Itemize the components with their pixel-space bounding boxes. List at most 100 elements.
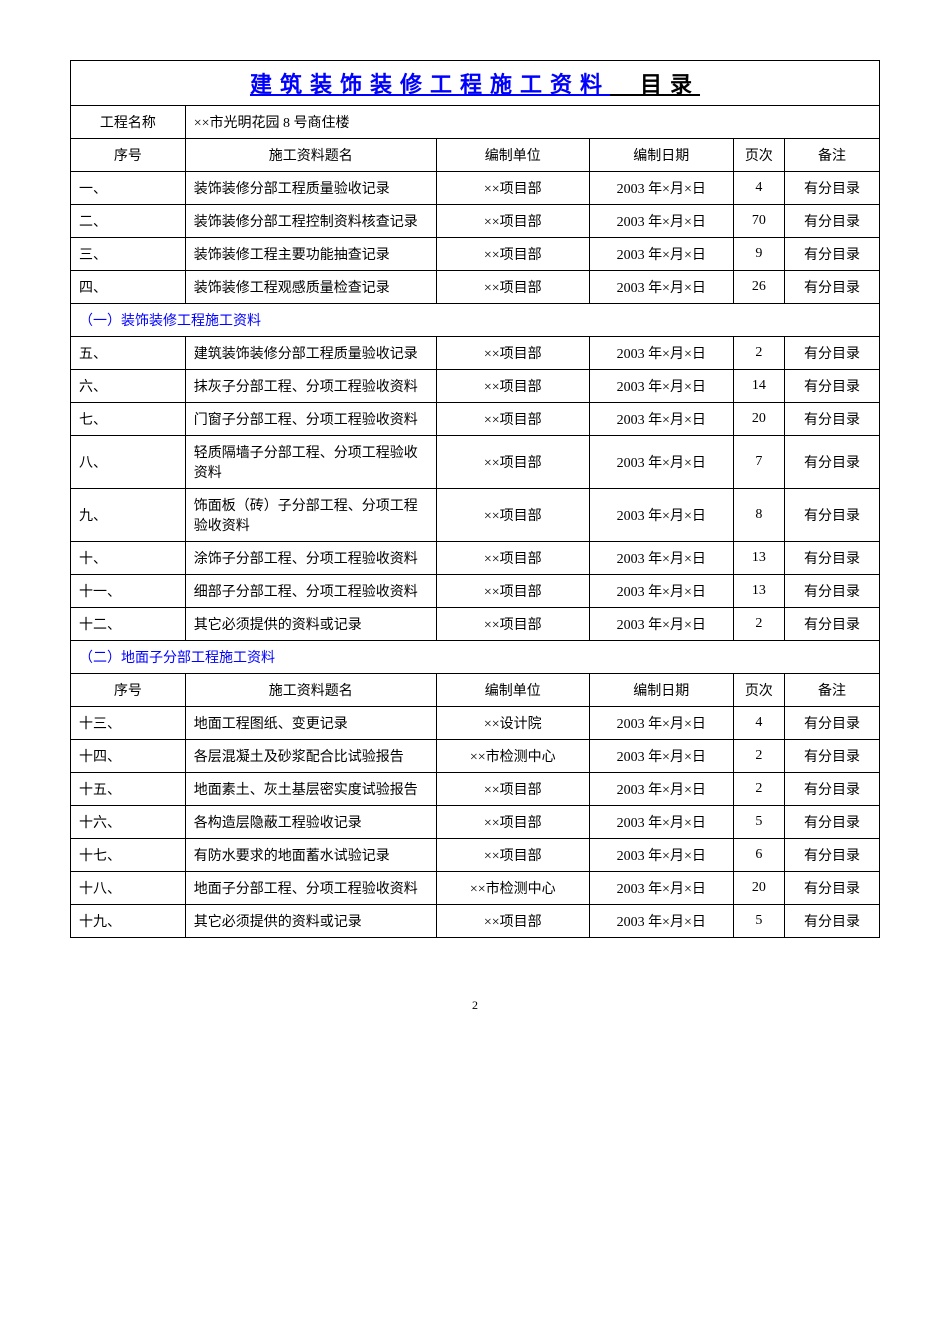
table-row: 二、 装饰装修分部工程控制资料核查记录 ××项目部 2003 年×月×日 70 … bbox=[71, 205, 880, 238]
cell-pages: 4 bbox=[733, 707, 784, 740]
cell-pages: 13 bbox=[733, 575, 784, 608]
cell-date: 2003 年×月×日 bbox=[589, 436, 733, 489]
cell-date: 2003 年×月×日 bbox=[589, 238, 733, 271]
header-row-2: 序号 施工资料题名 编制单位 编制日期 页次 备注 bbox=[71, 674, 880, 707]
col-header-remark: 备注 bbox=[784, 674, 879, 707]
cell-remark: 有分目录 bbox=[784, 608, 879, 641]
cell-date: 2003 年×月×日 bbox=[589, 542, 733, 575]
cell-remark: 有分目录 bbox=[784, 271, 879, 304]
cell-date: 2003 年×月×日 bbox=[589, 337, 733, 370]
cell-seq: 十九、 bbox=[71, 905, 186, 938]
table-row: 十、 涂饰子分部工程、分项工程验收资料 ××项目部 2003 年×月×日 13 … bbox=[71, 542, 880, 575]
cell-remark: 有分目录 bbox=[784, 740, 879, 773]
cell-pages: 20 bbox=[733, 403, 784, 436]
cell-title: 各构造层隐蔽工程验收记录 bbox=[185, 806, 436, 839]
cell-title: 细部子分部工程、分项工程验收资料 bbox=[185, 575, 436, 608]
section-heading: （一）装饰装修工程施工资料 bbox=[71, 304, 880, 337]
table-row: 十八、 地面子分部工程、分项工程验收资料 ××市检测中心 2003 年×月×日 … bbox=[71, 872, 880, 905]
table-row: 十六、 各构造层隐蔽工程验收记录 ××项目部 2003 年×月×日 5 有分目录 bbox=[71, 806, 880, 839]
title-row: 建筑装饰装修工程施工资料 目录 bbox=[71, 61, 880, 106]
cell-unit: ××项目部 bbox=[436, 806, 589, 839]
cell-unit: ××项目部 bbox=[436, 205, 589, 238]
cell-title: 轻质隔墙子分部工程、分项工程验收资料 bbox=[185, 436, 436, 489]
cell-date: 2003 年×月×日 bbox=[589, 872, 733, 905]
cell-seq: 十二、 bbox=[71, 608, 186, 641]
project-value: ××市光明花园 8 号商住楼 bbox=[185, 106, 879, 139]
document-title: 建筑装饰装修工程施工资料 目录 bbox=[71, 61, 880, 106]
cell-pages: 26 bbox=[733, 271, 784, 304]
cell-unit: ××市检测中心 bbox=[436, 872, 589, 905]
cell-unit: ××项目部 bbox=[436, 436, 589, 489]
cell-remark: 有分目录 bbox=[784, 575, 879, 608]
cell-seq: 四、 bbox=[71, 271, 186, 304]
table-row: 一、 装饰装修分部工程质量验收记录 ××项目部 2003 年×月×日 4 有分目… bbox=[71, 172, 880, 205]
cell-seq: 十八、 bbox=[71, 872, 186, 905]
cell-title: 其它必须提供的资料或记录 bbox=[185, 905, 436, 938]
col-header-pages: 页次 bbox=[733, 139, 784, 172]
cell-pages: 2 bbox=[733, 608, 784, 641]
cell-pages: 2 bbox=[733, 773, 784, 806]
col-header-pages: 页次 bbox=[733, 674, 784, 707]
cell-title: 抹灰子分部工程、分项工程验收资料 bbox=[185, 370, 436, 403]
table-row: 三、 装饰装修工程主要功能抽查记录 ××项目部 2003 年×月×日 9 有分目… bbox=[71, 238, 880, 271]
cell-remark: 有分目录 bbox=[784, 806, 879, 839]
cell-pages: 5 bbox=[733, 905, 784, 938]
cell-unit: ××项目部 bbox=[436, 172, 589, 205]
cell-pages: 2 bbox=[733, 337, 784, 370]
cell-unit: ××项目部 bbox=[436, 905, 589, 938]
cell-remark: 有分目录 bbox=[784, 403, 879, 436]
title-suffix: 目录 bbox=[610, 72, 700, 97]
cell-title: 门窗子分部工程、分项工程验收资料 bbox=[185, 403, 436, 436]
cell-title: 地面工程图纸、变更记录 bbox=[185, 707, 436, 740]
cell-title: 装饰装修分部工程控制资料核查记录 bbox=[185, 205, 436, 238]
table-row: 六、 抹灰子分部工程、分项工程验收资料 ××项目部 2003 年×月×日 14 … bbox=[71, 370, 880, 403]
cell-date: 2003 年×月×日 bbox=[589, 740, 733, 773]
cell-seq: 六、 bbox=[71, 370, 186, 403]
col-header-title: 施工资料题名 bbox=[185, 674, 436, 707]
section-heading-row: （二）地面子分部工程施工资料 bbox=[71, 641, 880, 674]
table-row: 十三、 地面工程图纸、变更记录 ××设计院 2003 年×月×日 4 有分目录 bbox=[71, 707, 880, 740]
cell-title: 装饰装修工程主要功能抽查记录 bbox=[185, 238, 436, 271]
catalog-table: 建筑装饰装修工程施工资料 目录 工程名称 ××市光明花园 8 号商住楼 序号 施… bbox=[70, 60, 880, 938]
cell-title: 饰面板（砖）子分部工程、分项工程验收资料 bbox=[185, 489, 436, 542]
table-row: 九、 饰面板（砖）子分部工程、分项工程验收资料 ××项目部 2003 年×月×日… bbox=[71, 489, 880, 542]
cell-remark: 有分目录 bbox=[784, 872, 879, 905]
cell-seq: 二、 bbox=[71, 205, 186, 238]
cell-pages: 7 bbox=[733, 436, 784, 489]
section-heading-row: （一）装饰装修工程施工资料 bbox=[71, 304, 880, 337]
cell-pages: 6 bbox=[733, 839, 784, 872]
cell-date: 2003 年×月×日 bbox=[589, 773, 733, 806]
cell-seq: 十、 bbox=[71, 542, 186, 575]
table-row: 十九、 其它必须提供的资料或记录 ××项目部 2003 年×月×日 5 有分目录 bbox=[71, 905, 880, 938]
cell-date: 2003 年×月×日 bbox=[589, 608, 733, 641]
cell-remark: 有分目录 bbox=[784, 436, 879, 489]
col-header-date: 编制日期 bbox=[589, 139, 733, 172]
col-header-remark: 备注 bbox=[784, 139, 879, 172]
cell-unit: ××项目部 bbox=[436, 337, 589, 370]
cell-remark: 有分目录 bbox=[784, 707, 879, 740]
cell-date: 2003 年×月×日 bbox=[589, 839, 733, 872]
cell-remark: 有分目录 bbox=[784, 370, 879, 403]
cell-title: 涂饰子分部工程、分项工程验收资料 bbox=[185, 542, 436, 575]
cell-seq: 九、 bbox=[71, 489, 186, 542]
cell-seq: 七、 bbox=[71, 403, 186, 436]
section-heading: （二）地面子分部工程施工资料 bbox=[71, 641, 880, 674]
table-row: 十二、 其它必须提供的资料或记录 ××项目部 2003 年×月×日 2 有分目录 bbox=[71, 608, 880, 641]
cell-unit: ××项目部 bbox=[436, 403, 589, 436]
cell-date: 2003 年×月×日 bbox=[589, 172, 733, 205]
cell-seq: 十四、 bbox=[71, 740, 186, 773]
cell-date: 2003 年×月×日 bbox=[589, 707, 733, 740]
cell-pages: 14 bbox=[733, 370, 784, 403]
table-row: 七、 门窗子分部工程、分项工程验收资料 ××项目部 2003 年×月×日 20 … bbox=[71, 403, 880, 436]
cell-unit: ××项目部 bbox=[436, 271, 589, 304]
cell-seq: 三、 bbox=[71, 238, 186, 271]
cell-title: 其它必须提供的资料或记录 bbox=[185, 608, 436, 641]
table-row: 十五、 地面素土、灰土基层密实度试验报告 ××项目部 2003 年×月×日 2 … bbox=[71, 773, 880, 806]
title-link[interactable]: 建筑装饰装修工程施工资料 bbox=[250, 72, 610, 97]
cell-date: 2003 年×月×日 bbox=[589, 489, 733, 542]
table-row: 十一、 细部子分部工程、分项工程验收资料 ××项目部 2003 年×月×日 13… bbox=[71, 575, 880, 608]
cell-pages: 9 bbox=[733, 238, 784, 271]
cell-title: 地面素土、灰土基层密实度试验报告 bbox=[185, 773, 436, 806]
cell-remark: 有分目录 bbox=[784, 773, 879, 806]
cell-remark: 有分目录 bbox=[784, 542, 879, 575]
